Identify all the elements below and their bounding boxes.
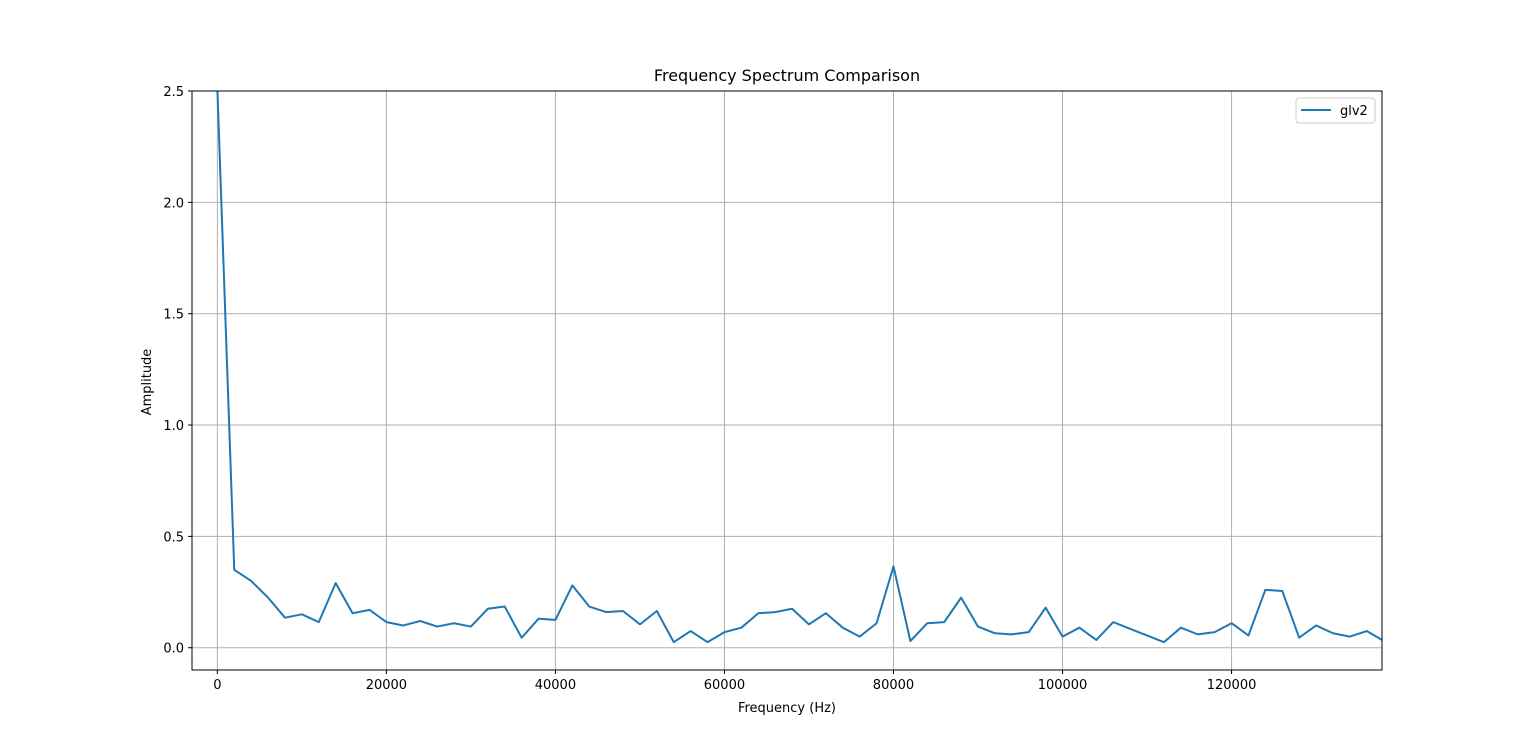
x-tick-label: 40000	[535, 678, 576, 693]
x-tick-label: 80000	[873, 678, 914, 693]
chart-title: Frequency Spectrum Comparison	[654, 66, 920, 85]
y-axis-ticks: 0.0 0.5 1.0 1.5 2.0 2.5	[163, 85, 192, 657]
plot-area-frame	[191, 90, 1383, 671]
y-tick-label: 2.5	[163, 85, 184, 100]
series-line-glv2	[216, 91, 1382, 644]
legend-label-glv2: glv2	[1340, 104, 1368, 119]
y-tick-label: 1.0	[163, 419, 184, 434]
x-tick-label: 100000	[1038, 678, 1088, 693]
x-tick-label: 20000	[366, 678, 407, 693]
y-tick-label: 0.5	[163, 530, 184, 545]
x-axis-label: Frequency (Hz)	[738, 701, 836, 716]
x-tick-label: 120000	[1207, 678, 1257, 693]
x-axis-ticks: 0 20000 40000 60000 80000 100000 120000	[213, 670, 1256, 693]
legend: glv2	[1295, 97, 1376, 124]
grid-lines	[192, 90, 1382, 670]
y-tick-label: 2.0	[163, 196, 184, 211]
legend-box	[1295, 97, 1376, 124]
y-tick-label: 0.0	[163, 642, 184, 657]
x-tick-label: 60000	[704, 678, 745, 693]
x-tick-label: 0	[213, 678, 221, 693]
y-axis-label: Amplitude	[140, 349, 155, 416]
series-layer	[216, 91, 1382, 644]
y-tick-label: 1.5	[163, 308, 184, 323]
